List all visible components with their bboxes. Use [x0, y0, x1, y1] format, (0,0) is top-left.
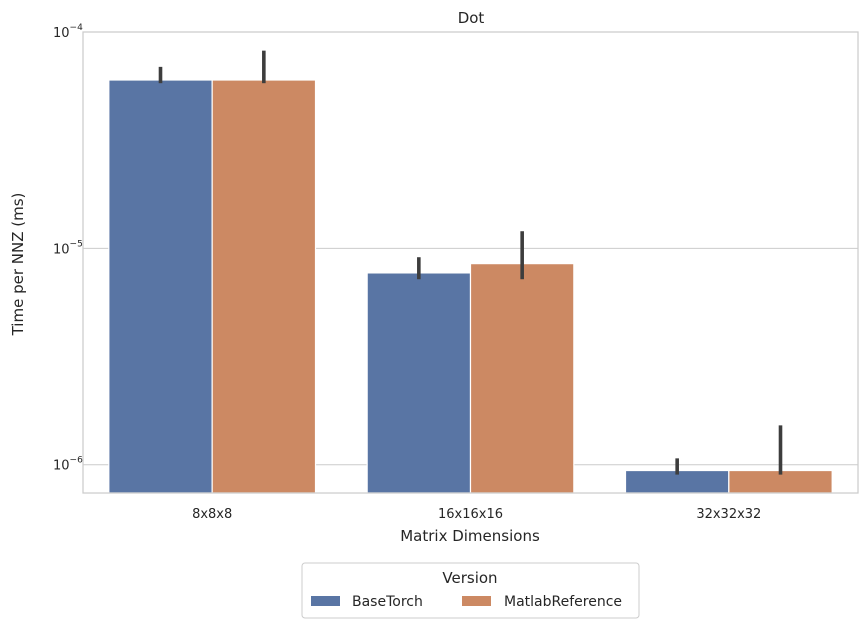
- legend-label-basetorch: BaseTorch: [352, 594, 423, 610]
- bar-matlabreference-8x8x8: [211, 79, 317, 494]
- plot-frame: [82, 31, 859, 494]
- x-tick-labels: 8x8x8 16x16x16 32x32x32: [192, 507, 761, 522]
- legend-swatch-basetorch: [311, 596, 340, 606]
- y-axis-label: Time per NNZ (ms): [9, 193, 27, 337]
- legend: Version BaseTorch MatlabReference: [301, 562, 640, 619]
- bar-basetorch-16x16x16: [366, 272, 472, 494]
- y-tick-label: 10−6: [53, 456, 83, 474]
- bar-matlabreference-16x16x16: [469, 263, 575, 494]
- x-tick-label: 8x8x8: [192, 507, 232, 522]
- bar-basetorch-8x8x8: [108, 79, 213, 494]
- y-tick-label: 10−4: [53, 23, 83, 41]
- legend-title: Version: [442, 569, 497, 587]
- legend-swatch-matlabreference: [462, 596, 491, 606]
- x-tick-label: 16x16x16: [438, 507, 503, 522]
- chart-title: Dot: [458, 9, 485, 27]
- x-tick-label: 32x32x32: [696, 507, 761, 522]
- x-axis-label: Matrix Dimensions: [400, 527, 540, 545]
- legend-box: [301, 562, 640, 619]
- bars: [108, 79, 833, 494]
- y-tick-label: 10−5: [53, 239, 83, 257]
- error-bars: [158, 50, 783, 475]
- legend-label-matlabreference: MatlabReference: [504, 594, 622, 610]
- y-tick-labels: 10−6 10−5 10−4: [53, 23, 83, 474]
